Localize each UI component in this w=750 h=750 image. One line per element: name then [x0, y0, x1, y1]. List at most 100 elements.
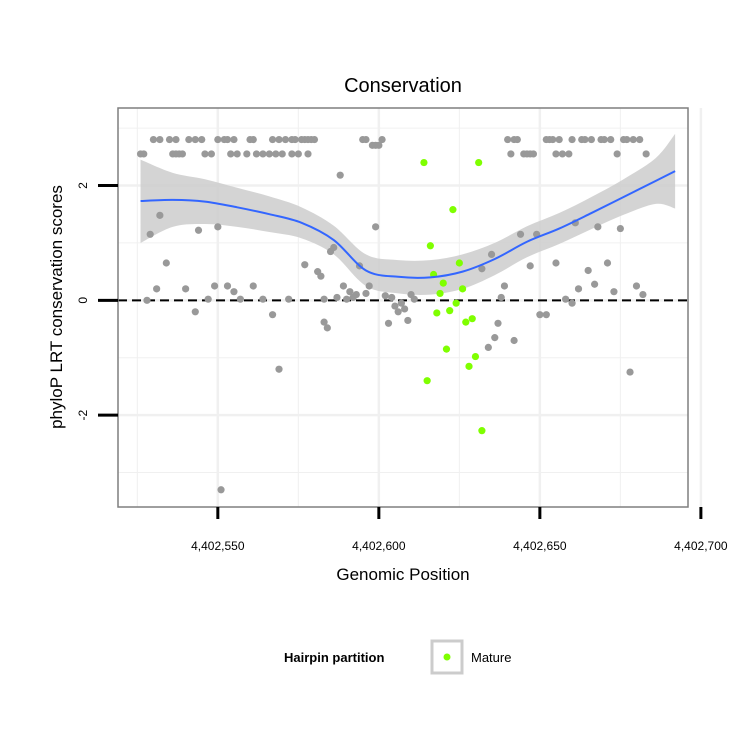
other-point	[217, 486, 225, 494]
other-point	[249, 135, 257, 144]
smooth-curve	[140, 170, 676, 279]
other-point	[285, 295, 293, 303]
other-point	[591, 280, 599, 288]
other-point	[504, 135, 512, 144]
legend-title: Hairpin partition	[284, 650, 384, 665]
other-point	[568, 299, 576, 307]
other-point	[552, 259, 560, 267]
other-point	[288, 150, 296, 158]
other-point	[317, 272, 325, 280]
mature-point	[439, 279, 447, 287]
other-point	[613, 150, 621, 158]
other-point	[320, 318, 328, 326]
other-point	[336, 171, 344, 179]
other-point	[397, 299, 405, 307]
other-point	[478, 265, 486, 273]
other-point	[388, 293, 396, 302]
other-point	[375, 141, 383, 149]
x-tick-label: 4,402,550	[191, 539, 245, 553]
mature-point	[423, 377, 431, 385]
other-point	[381, 292, 389, 300]
other-point	[526, 262, 534, 270]
other-point	[626, 368, 634, 376]
mature-point	[449, 206, 457, 214]
other-point	[204, 295, 212, 303]
other-point	[574, 285, 583, 293]
other-point	[178, 150, 187, 158]
other-point	[587, 135, 595, 144]
y-axis-ticks: -2 0 2	[76, 182, 118, 420]
other-point	[185, 135, 193, 144]
other-point	[272, 150, 280, 158]
other-point	[552, 150, 560, 158]
other-point	[639, 290, 647, 299]
other-point	[227, 150, 235, 158]
other-point	[607, 135, 615, 144]
other-point	[156, 135, 164, 144]
other-point	[259, 150, 267, 158]
other-point	[491, 334, 499, 342]
other-point	[223, 282, 232, 290]
other-point	[565, 150, 573, 158]
other-point	[236, 295, 244, 303]
other-point	[268, 311, 277, 319]
mature-point	[468, 315, 476, 323]
other-point	[153, 285, 161, 293]
other-point	[372, 223, 380, 231]
plot-frame	[117, 107, 689, 508]
other-point	[343, 295, 351, 303]
other-point	[156, 211, 164, 219]
other-point	[362, 135, 370, 144]
other-point	[149, 135, 158, 144]
other-point	[198, 135, 206, 144]
other-point	[172, 135, 180, 144]
other-point	[214, 135, 222, 144]
other-point	[304, 150, 312, 158]
y-tick-label: 0	[76, 297, 90, 304]
other-point	[629, 135, 637, 144]
x-tick-label: 4,402,700	[674, 539, 728, 553]
y-tick-label: 2	[76, 182, 90, 189]
other-point	[500, 282, 509, 290]
mature-point	[452, 299, 460, 307]
other-point	[281, 135, 290, 144]
other-point	[191, 135, 199, 144]
mature-point	[465, 362, 473, 370]
other-point	[558, 150, 567, 158]
other-point	[249, 282, 257, 290]
other-point	[207, 150, 215, 158]
other-point	[278, 150, 286, 158]
other-point	[230, 135, 238, 144]
other-point	[191, 308, 199, 316]
other-point	[555, 135, 563, 144]
other-point	[310, 135, 319, 144]
other-point	[378, 135, 386, 144]
other-point	[600, 135, 608, 144]
other-point	[346, 288, 354, 296]
other-point	[214, 223, 222, 231]
other-point	[165, 135, 174, 144]
loess-curve	[140, 170, 676, 279]
other-point	[584, 266, 592, 275]
other-point	[294, 150, 302, 158]
other-point	[404, 316, 412, 325]
other-point	[211, 282, 219, 290]
other-point	[140, 150, 148, 158]
mature-point	[442, 345, 451, 353]
mature-point	[478, 427, 486, 435]
mature-point	[455, 259, 463, 267]
other-point	[642, 150, 650, 158]
other-point	[291, 135, 299, 144]
mature-point	[471, 352, 480, 361]
other-point	[487, 250, 496, 258]
other-point	[581, 135, 589, 144]
other-point	[623, 135, 631, 144]
other-point	[610, 288, 618, 296]
other-point	[352, 290, 360, 299]
y-tick-label: -2	[76, 409, 90, 420]
mature-point	[436, 289, 444, 298]
legend-label-mature: Mature	[471, 650, 511, 665]
other-point	[146, 230, 154, 238]
other-point	[265, 150, 273, 158]
